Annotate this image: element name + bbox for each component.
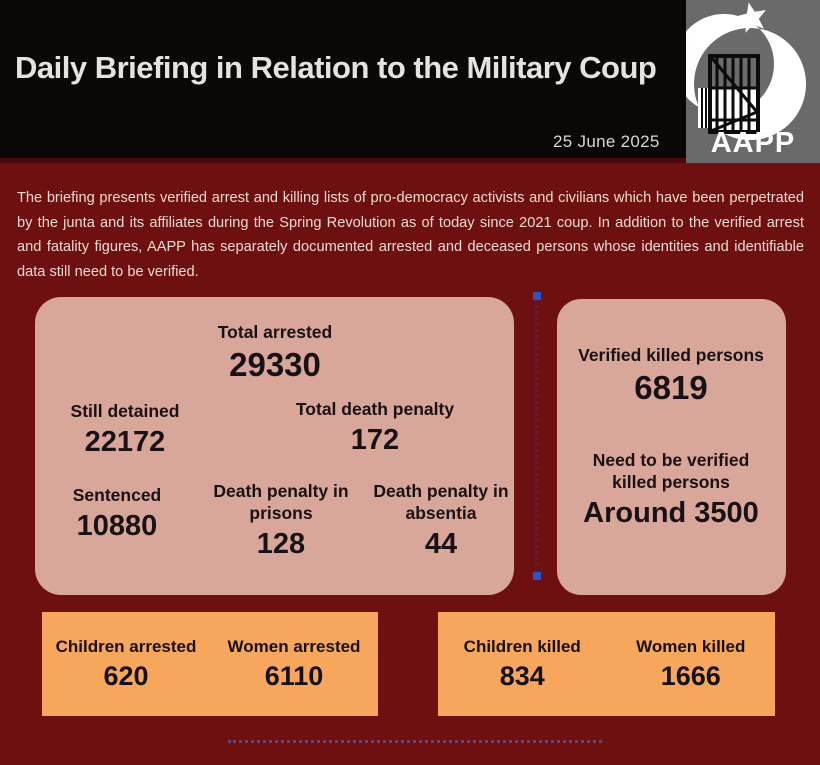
stat-death-penalty-absentia: Death penalty in absentia 44 xyxy=(361,480,521,561)
horizontal-dotted-divider xyxy=(228,740,602,743)
stat-need-verified-killed: Need to be verified killed persons Aroun… xyxy=(571,449,771,530)
stat-label: Total death penalty xyxy=(295,399,455,419)
divider-square-bottom xyxy=(533,572,541,580)
aapp-logo: AAPP xyxy=(686,0,820,163)
stat-label: Need to be verified killed persons xyxy=(592,450,750,492)
stat-value: 1666 xyxy=(660,661,721,691)
arrested-demographics-bar: Children arrested 620 Women arrested 611… xyxy=(42,612,378,716)
stat-still-detained: Still detained 22172 xyxy=(35,400,215,459)
stat-women-killed: Women killed 1666 xyxy=(607,636,776,692)
stat-women-arrested: Women arrested 6110 xyxy=(210,636,378,692)
stat-label: Still detained xyxy=(70,401,180,421)
stat-label: Verified killed persons xyxy=(578,345,764,365)
stat-value: 172 xyxy=(350,424,400,456)
stat-value: 6819 xyxy=(634,369,708,406)
header: Daily Briefing in Relation to the Milita… xyxy=(0,0,820,163)
stat-label: Women arrested xyxy=(227,637,361,656)
stat-children-killed: Children killed 834 xyxy=(438,636,607,692)
stat-total-arrested: Total arrested 29330 xyxy=(145,321,405,383)
stat-label: Women killed xyxy=(636,637,746,656)
divider-square-top xyxy=(533,292,541,300)
stat-value: 10880 xyxy=(76,510,158,542)
stat-death-penalty-prisons: Death penalty in prisons 128 xyxy=(201,480,361,561)
stat-total-death-penalty: Total death penalty 172 xyxy=(255,398,495,457)
briefing-date: 25 June 2025 xyxy=(553,132,660,151)
stat-value: Around 3500 xyxy=(583,497,759,529)
stat-label: Death penalty in prisons xyxy=(213,481,349,523)
killed-demographics-bar: Children killed 834 Women killed 1666 xyxy=(438,612,775,716)
stat-value: 29330 xyxy=(229,346,321,383)
briefing-intro-paragraph: The briefing presents verified arrest an… xyxy=(17,190,804,280)
crescent-star-prison-icon xyxy=(686,2,806,140)
killed-stats-card: Verified killed persons 6819 Need to be … xyxy=(557,299,786,595)
stat-value: 44 xyxy=(424,528,458,560)
page-title: Daily Briefing in Relation to the Milita… xyxy=(15,50,657,85)
stat-verified-killed: Verified killed persons 6819 xyxy=(571,344,771,406)
stat-label: Death penalty in absentia xyxy=(373,481,509,523)
stat-children-arrested: Children arrested 620 xyxy=(42,636,210,692)
stat-sentenced: Sentenced 10880 xyxy=(37,484,197,543)
aapp-logo-text: AAPP xyxy=(710,127,796,159)
stat-value: 22172 xyxy=(84,426,166,458)
stat-label: Children arrested xyxy=(55,637,197,656)
vertical-dotted-divider xyxy=(535,298,538,574)
stat-label: Sentenced xyxy=(72,485,162,505)
arrest-stats-card: Total arrested 29330 Still detained 2217… xyxy=(35,297,514,595)
stat-label: Children killed xyxy=(463,637,581,656)
stat-value: 834 xyxy=(499,661,545,691)
stat-value: 128 xyxy=(256,528,306,560)
stat-value: 6110 xyxy=(264,661,324,691)
stat-value: 620 xyxy=(103,661,149,691)
stat-label: Total arrested xyxy=(217,322,333,342)
